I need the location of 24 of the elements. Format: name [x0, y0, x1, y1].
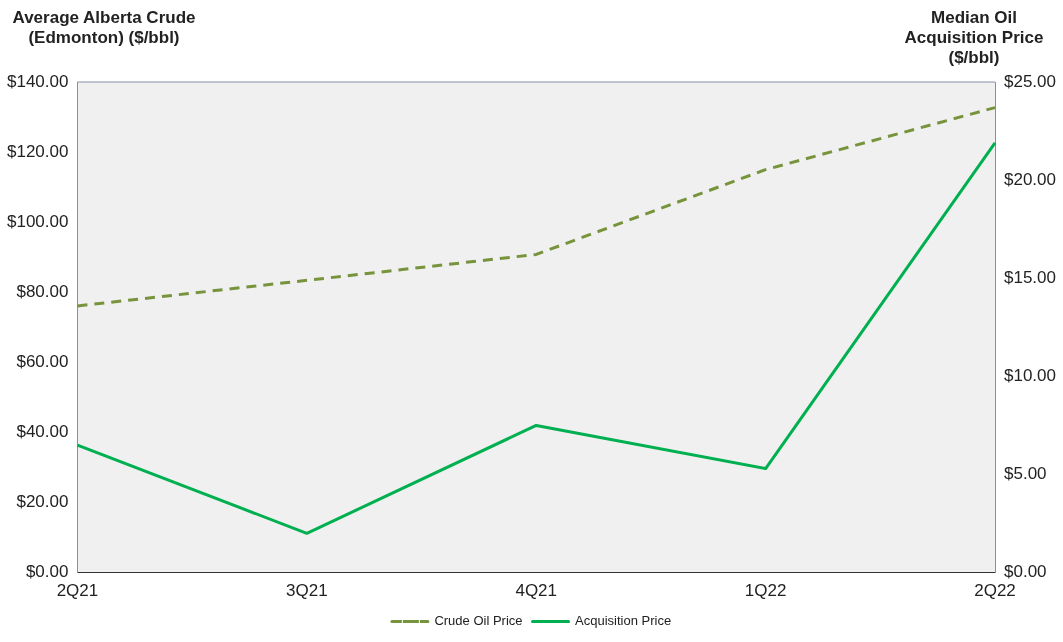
y-tick-label: $80.00 — [16, 281, 69, 301]
y2-tick-label: $10.00 — [1004, 366, 1056, 386]
x-tick-label: 1Q22 — [744, 581, 787, 601]
y-tick-label: $20.00 — [16, 492, 69, 512]
x-tick-label: 4Q21 — [515, 581, 558, 601]
y-tick-label: $120.00 — [7, 141, 69, 161]
y-tick-label: $140.00 — [7, 71, 69, 91]
y2-tick-label: $15.00 — [1004, 267, 1056, 287]
y-axis-title: Average Alberta Crude (Edmonton) ($/bbl) — [11, 8, 197, 48]
y2-tick-label: $20.00 — [1004, 169, 1056, 189]
y2-tick-label: $0.00 — [1004, 562, 1047, 582]
y2-axis-title: Median Oil Acquisition Price ($/bbl) — [903, 8, 1045, 68]
y-tick-label: $100.00 — [7, 211, 69, 231]
x-tick-label: 2Q22 — [974, 581, 1016, 601]
y-tick-label: $0.00 — [25, 562, 69, 582]
y-tick-label: $60.00 — [16, 352, 69, 372]
line-series — [75, 106, 997, 308]
x-tick-label: 3Q21 — [286, 581, 328, 601]
y2-tick-label: $5.00 — [1004, 464, 1047, 484]
y-tick-label: $40.00 — [16, 422, 69, 442]
x-tick-label: 2Q21 — [56, 581, 99, 601]
y2-tick-label: $25.00 — [1004, 71, 1056, 91]
legend-label: Crude Oil Price — [434, 613, 523, 629]
legend-label: Acquisition Price — [575, 613, 672, 629]
